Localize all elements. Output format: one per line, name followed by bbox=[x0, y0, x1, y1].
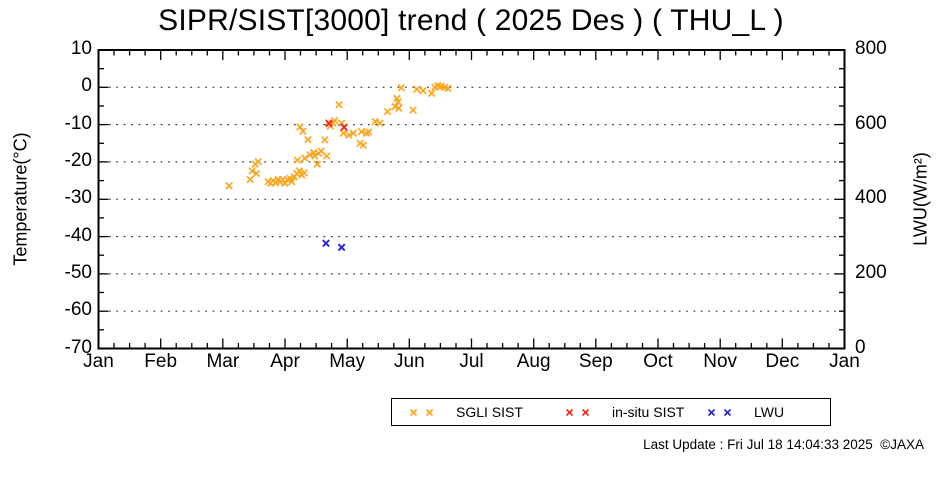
x-axis-tick: Jun bbox=[394, 351, 425, 372]
y-axis-tick-right: 800 bbox=[855, 38, 887, 60]
y-axis-tick-right: 600 bbox=[855, 112, 887, 134]
chart-title: SIPR/SIST[3000] trend ( 2025 Des ) ( THU… bbox=[158, 4, 784, 37]
legend-item-lwu: LWU bbox=[707, 399, 784, 425]
x-axis-tick: Jan bbox=[829, 351, 860, 372]
legend-label-sgli: SGLI SIST bbox=[456, 404, 523, 420]
x-axis-tick: Jul bbox=[459, 351, 484, 372]
y-axis-tick-left: -60 bbox=[64, 299, 92, 321]
y-axis-tick-left: -50 bbox=[64, 261, 92, 283]
y-axis-tick-left: -40 bbox=[64, 224, 92, 246]
legend-item-sgli: SGLI SIST bbox=[409, 399, 523, 425]
legend: SGLI SIST in-situ SIST LWU bbox=[391, 398, 831, 426]
legend-item-insitu: in-situ SIST bbox=[565, 399, 684, 425]
x-axis-tick: May bbox=[329, 351, 366, 372]
y-axis-tick-left: -10 bbox=[64, 112, 92, 134]
x-axis-tick: Feb bbox=[144, 351, 178, 372]
y-axis-tick-left: 10 bbox=[70, 38, 92, 60]
x-axis-tick: Jan bbox=[83, 351, 114, 372]
legend-label-lwu: LWU bbox=[754, 404, 785, 420]
y-axis-tick-right: 0 bbox=[855, 336, 866, 358]
x-axis-tick: Sep bbox=[578, 351, 613, 372]
y-axis-tick-left: -30 bbox=[64, 187, 92, 209]
last-update-text: Last Update : Fri Jul 18 14:04:33 2025 ©… bbox=[643, 437, 924, 452]
y-axis-tick-right: 400 bbox=[855, 187, 887, 209]
x-axis-tick: Oct bbox=[643, 351, 673, 372]
legend-marker-insitu-icon bbox=[565, 408, 590, 417]
y-axis-tick-left: -20 bbox=[64, 150, 92, 172]
y-axis-tick-right: 200 bbox=[855, 261, 887, 283]
y-axis-label-right: LWU(W/m²) bbox=[910, 152, 931, 246]
x-axis-tick: Aug bbox=[516, 351, 551, 372]
y-axis-tick-left: 0 bbox=[81, 75, 92, 97]
legend-marker-lwu-icon bbox=[707, 408, 732, 417]
x-axis-tick: Mar bbox=[206, 351, 240, 372]
legend-marker-sgli-icon bbox=[409, 408, 434, 417]
y-axis-tick-left: -70 bbox=[64, 336, 92, 358]
x-axis-tick: Apr bbox=[270, 351, 300, 372]
x-axis-tick: Dec bbox=[765, 351, 800, 372]
x-axis-tick: Nov bbox=[703, 351, 738, 372]
legend-label-insitu: in-situ SIST bbox=[612, 404, 685, 420]
